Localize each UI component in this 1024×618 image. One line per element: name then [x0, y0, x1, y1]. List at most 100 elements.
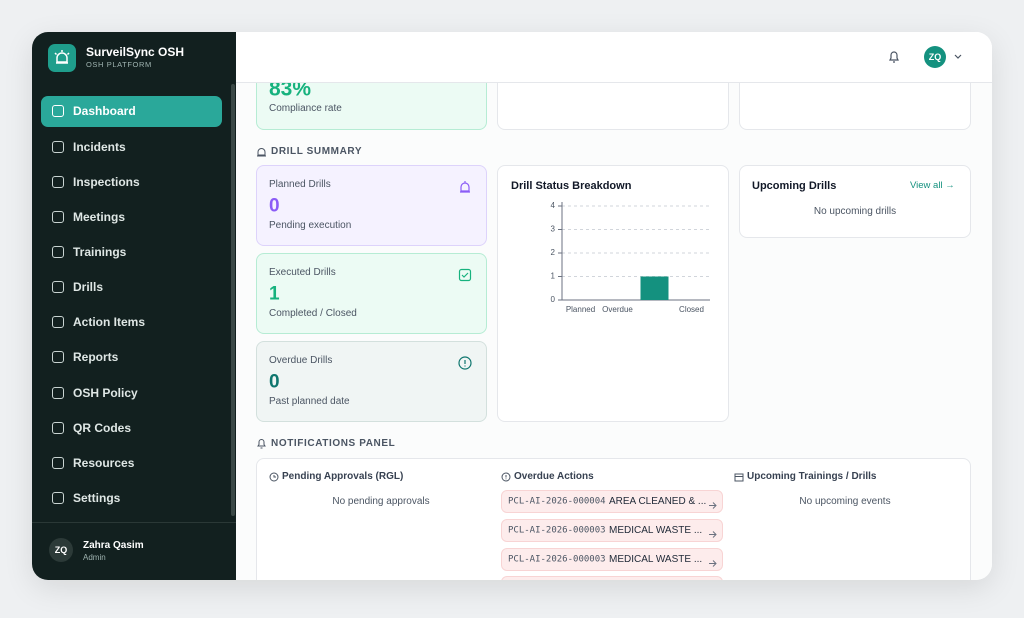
- upcoming-title: Upcoming Drills: [752, 180, 837, 192]
- user-name: Zahra Qasim: [83, 540, 144, 551]
- section-title: NOTIFICATIONS PANEL: [271, 438, 396, 449]
- user-role: Admin: [83, 553, 106, 562]
- nav-icon: [52, 141, 64, 153]
- scrollbar: [231, 84, 235, 516]
- clock-icon: [269, 472, 279, 482]
- y-tick-label: 3: [551, 225, 556, 234]
- arrow: [709, 502, 717, 509]
- brand-name: SurveilSync OSH: [86, 45, 185, 59]
- overdue-card: [256, 341, 487, 422]
- section-icon: [257, 439, 266, 449]
- card-title: Overdue Drills: [269, 355, 333, 366]
- brand-logo: [48, 44, 76, 72]
- nav-icon: [52, 351, 64, 363]
- nav-icon: [52, 281, 64, 293]
- logo-icon: [54, 50, 70, 64]
- arrow-icon: [708, 526, 717, 538]
- chart-card: [497, 165, 729, 422]
- card-value: 0: [269, 195, 280, 217]
- x-tick-label: Closed: [679, 305, 704, 314]
- calendar-icon: [734, 473, 744, 482]
- y-tick-label: 4: [551, 201, 556, 210]
- nav-item[interactable]: Meetings: [73, 210, 126, 224]
- empty-text: No pending approvals: [332, 496, 430, 507]
- nav-item[interactable]: Settings: [73, 491, 121, 505]
- card-note: Past planned date: [269, 396, 350, 407]
- header-initials: ZQ: [928, 52, 942, 62]
- user-initials: ZQ: [54, 545, 68, 555]
- card-title: Executed Drills: [269, 267, 336, 278]
- bell-icon[interactable]: [887, 50, 901, 64]
- nav-item[interactable]: Trainings: [73, 245, 127, 259]
- nav-item[interactable]: Drills: [73, 280, 104, 294]
- y-tick-label: 1: [551, 272, 556, 281]
- nav-icon: [52, 105, 64, 117]
- divider: [32, 522, 236, 523]
- card-value: 0: [269, 371, 280, 393]
- overdue-item[interactable]: [501, 576, 723, 580]
- nav-icon: [52, 211, 64, 223]
- nav-icon: [52, 457, 64, 469]
- compliance-label: Compliance rate: [269, 103, 342, 114]
- arrow-icon: [708, 555, 717, 567]
- item-code: PCL-AI-2026-000003: [508, 525, 606, 536]
- column-title: Pending Approvals (RGL): [282, 471, 404, 482]
- overdue-item[interactable]: [501, 519, 723, 542]
- user-avatar: [49, 538, 73, 562]
- empty-text: No upcoming events: [799, 496, 891, 507]
- alarm-icon: [460, 181, 470, 193]
- nav-icon: [52, 246, 64, 258]
- nav-icon: [52, 387, 64, 399]
- column-title: Overdue Actions: [514, 471, 594, 482]
- nav-item[interactable]: Reports: [73, 350, 119, 364]
- column-title: Upcoming Trainings / Drills: [747, 471, 877, 482]
- header-avatar[interactable]: [924, 46, 946, 68]
- planned-card: [256, 165, 487, 246]
- header: [236, 32, 992, 83]
- bar: [640, 276, 669, 300]
- nav-item[interactable]: Action Items: [73, 315, 146, 329]
- card-note: Completed / Closed: [269, 308, 357, 319]
- nav-icon: [52, 422, 64, 434]
- overdue-item[interactable]: [501, 490, 723, 513]
- chevron-icon[interactable]: [953, 53, 963, 61]
- arrow: [709, 531, 717, 538]
- y-tick-label: 0: [551, 295, 556, 304]
- nav-icon: [52, 176, 64, 188]
- section-title: DRILL SUMMARY: [271, 146, 363, 157]
- alert-icon: [458, 356, 472, 370]
- nav-icon: [52, 316, 64, 328]
- view-all-link[interactable]: View all →: [910, 180, 955, 191]
- card-note: Pending execution: [269, 220, 352, 231]
- x-tick-label: Overdue: [602, 305, 633, 314]
- overdue-item[interactable]: [501, 548, 723, 571]
- upcoming-card: [739, 165, 971, 238]
- card-value: 1: [269, 283, 280, 305]
- item-text: MEDICAL WASTE ...: [609, 525, 703, 536]
- brand-subtitle: OSH PLATFORM: [86, 60, 152, 69]
- section-icon: [257, 148, 266, 157]
- item-code: PCL-AI-2026-000003: [508, 554, 606, 565]
- alert-icon: [501, 472, 511, 482]
- item-text: AREA CLEANED & ...: [609, 496, 707, 507]
- chart: Drill Status Breakdown 0 1 2 3 4 Planned Overd…: [511, 180, 710, 314]
- nav-item[interactable]: Resources: [73, 456, 135, 470]
- nav-item[interactable]: Incidents: [73, 140, 126, 154]
- nav-item[interactable]: OSH Policy: [73, 386, 138, 400]
- compliance-value: 83%: [269, 77, 312, 101]
- item-text: MEDICAL WASTE ...: [609, 554, 703, 565]
- nav-item[interactable]: Inspections: [73, 175, 140, 189]
- nav-item[interactable]: Dashboard: [73, 104, 136, 118]
- nav-icon: [52, 492, 64, 504]
- empty-text: No upcoming drills: [813, 206, 897, 217]
- arrow-icon: [708, 497, 717, 509]
- check-icon: [458, 268, 472, 282]
- card-title: Planned Drills: [269, 179, 331, 190]
- x-tick-label: Planned: [566, 305, 595, 314]
- nav-item[interactable]: QR Codes: [73, 421, 132, 435]
- executed-card: [256, 253, 487, 334]
- item-code: PCL-AI-2026-000004: [508, 496, 606, 507]
- chart-title: Drill Status Breakdown: [511, 180, 632, 192]
